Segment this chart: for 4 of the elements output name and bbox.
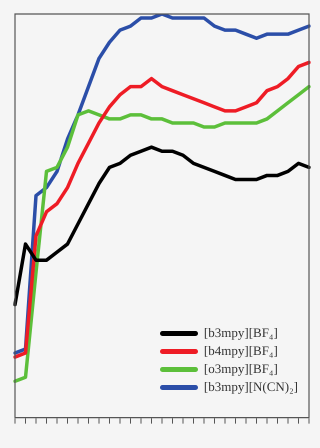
legend-label: [b4mpy][BF₄] xyxy=(204,342,278,360)
legend-label: [b3mpy][N(CN)₂] xyxy=(204,378,298,396)
legend-label: [o3mpy][BF₄] xyxy=(204,360,278,378)
legend-label: [b3mpy][BF₄] xyxy=(204,324,278,342)
